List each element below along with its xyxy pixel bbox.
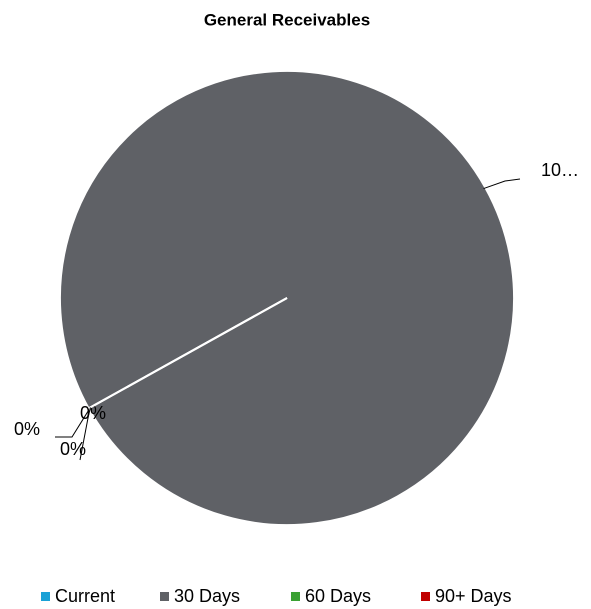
data-label: 10… (541, 160, 579, 180)
legend-marker (41, 592, 50, 601)
data-label: 0% (80, 403, 106, 423)
legend-label: 90+ Days (435, 586, 512, 606)
data-label: 0% (14, 419, 40, 439)
legend-label: 30 Days (174, 586, 240, 606)
leader-line (79, 407, 91, 461)
leader-line (55, 407, 91, 438)
leader-line (483, 178, 521, 190)
legend-marker (160, 592, 169, 601)
legend-marker (291, 592, 300, 601)
chart-title: General Receivables (204, 10, 370, 29)
legend-marker (421, 592, 430, 601)
legend-label: 60 Days (305, 586, 371, 606)
legend-label: Current (55, 586, 115, 606)
pie-slice (88, 297, 288, 410)
data-label: 0% (60, 439, 86, 459)
